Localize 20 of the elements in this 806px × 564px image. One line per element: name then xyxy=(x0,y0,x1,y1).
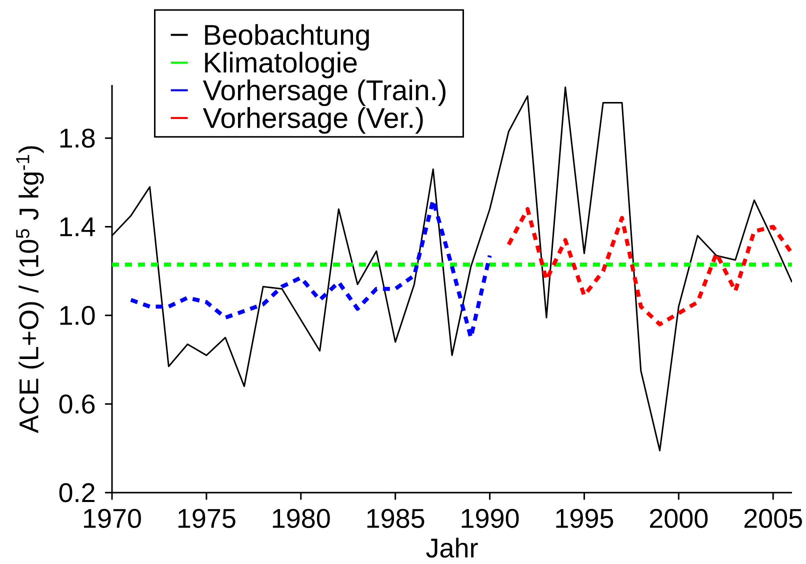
legend-label: Beobachtung xyxy=(205,24,369,51)
y-tick-label: 0.2 xyxy=(59,483,94,502)
x-axis-title: Jahr xyxy=(426,538,478,558)
legend-label: Vorhersage (Ver.) xyxy=(202,107,423,134)
legend-label: Klimatologie xyxy=(205,52,357,78)
legend-label: Vorhersage (Train.) xyxy=(202,79,446,106)
x-tick-label: 1975 xyxy=(178,508,236,528)
y-tick-label: 1.0 xyxy=(60,306,95,325)
y-tick-label: 0.6 xyxy=(59,394,95,414)
x-tick-label: 1985 xyxy=(367,508,424,528)
x-tick-label: 2000 xyxy=(650,508,708,528)
line-series xyxy=(506,207,792,326)
x-tick-label: 1980 xyxy=(272,508,330,528)
x-tick-label: 1970 xyxy=(84,508,141,528)
x-tick-label: 1990 xyxy=(462,508,519,528)
y-axis-title: ACE (L+O) / (10$^{5}$ J kg$^{-1}$) xyxy=(16,146,44,434)
x-tick-label: 2005 xyxy=(744,508,802,528)
y-tick-label: 1.4 xyxy=(60,218,96,236)
x-tick-label: 1995 xyxy=(556,508,614,528)
y-tick-label: 1.8 xyxy=(60,128,95,148)
